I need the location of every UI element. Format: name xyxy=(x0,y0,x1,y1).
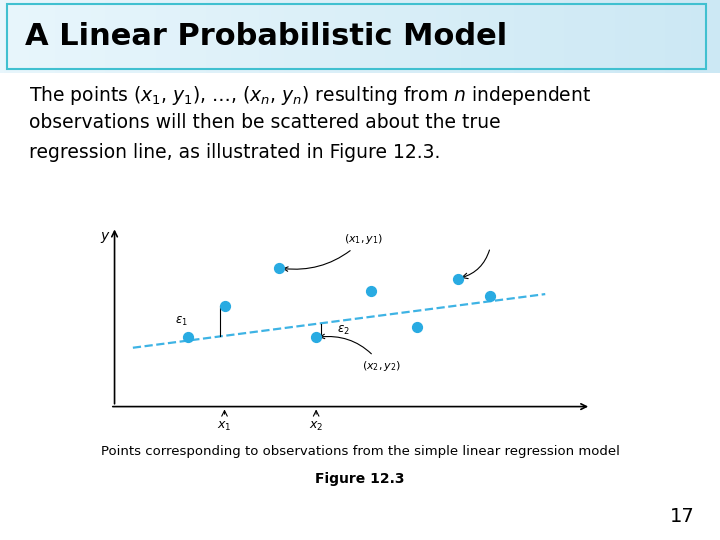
Point xyxy=(452,274,464,283)
Text: $x_1$: $x_1$ xyxy=(217,420,232,433)
Text: $\varepsilon_2$: $\varepsilon_2$ xyxy=(337,324,350,337)
Text: A Linear Probabilistic Model: A Linear Probabilistic Model xyxy=(25,22,508,51)
Text: $\varepsilon_1$: $\varepsilon_1$ xyxy=(174,314,187,328)
Text: Figure 12.3: Figure 12.3 xyxy=(315,472,405,487)
Text: observations will then be scattered about the true: observations will then be scattered abou… xyxy=(29,113,500,132)
Text: 17: 17 xyxy=(670,508,695,526)
Text: regression line, as illustrated in Figure 12.3.: regression line, as illustrated in Figur… xyxy=(29,143,440,162)
Point xyxy=(182,333,194,342)
Text: $y$: $y$ xyxy=(100,230,111,245)
Point xyxy=(365,286,377,295)
Point xyxy=(485,292,496,300)
Text: Points corresponding to observations from the simple linear regression model: Points corresponding to observations fro… xyxy=(101,446,619,458)
Text: The points ($x_1$, $y_1$), …, ($x_n$, $y_n$) resulting from $n$ independent: The points ($x_1$, $y_1$), …, ($x_n$, $y… xyxy=(29,84,591,107)
Point xyxy=(411,323,423,332)
Text: $x_2$: $x_2$ xyxy=(309,420,323,433)
Point xyxy=(310,333,322,342)
Point xyxy=(219,302,230,310)
Text: $(x_2, y_2)$: $(x_2, y_2)$ xyxy=(320,334,401,373)
Point xyxy=(274,264,285,273)
Text: $(x_1, y_1)$: $(x_1, y_1)$ xyxy=(284,232,383,271)
